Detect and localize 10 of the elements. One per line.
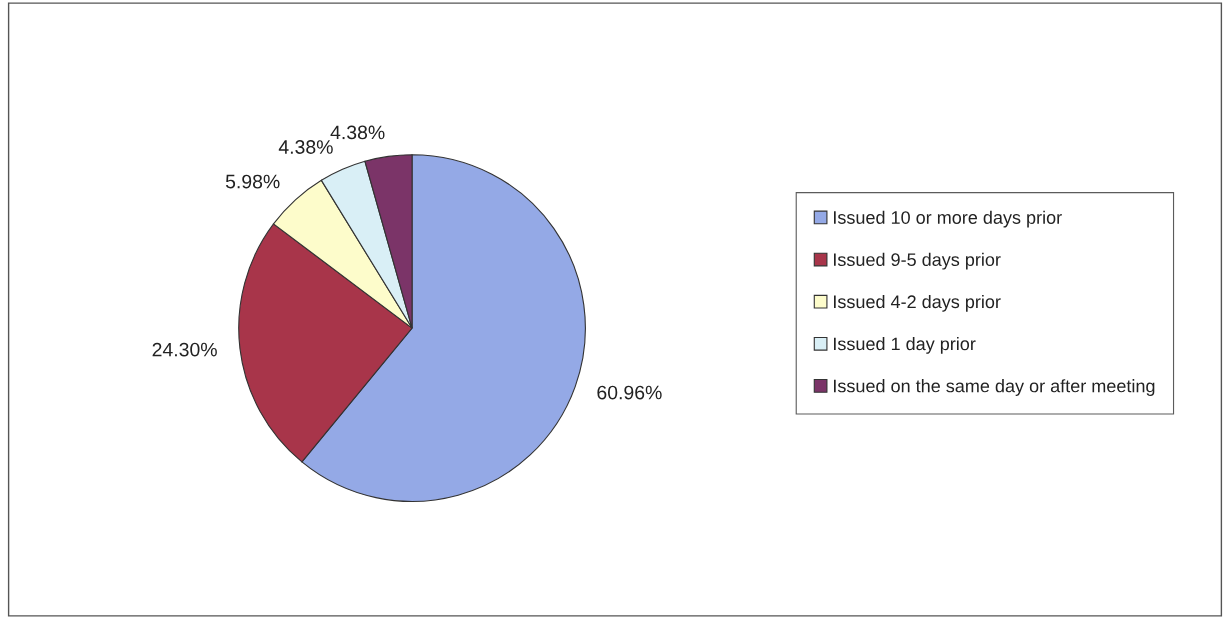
data-label: 4.38% xyxy=(330,125,385,140)
legend-label: Issued 4-2 days prior xyxy=(834,294,1001,312)
legend-label: Issued 10 or more days prior xyxy=(834,210,1062,228)
data-label: 24.30% xyxy=(152,342,217,357)
legend-label: Issued on the same day or after meeting xyxy=(834,379,1155,396)
legend-label: Issued 9-5 days prior xyxy=(834,252,1001,270)
data-label: 60.96% xyxy=(597,385,662,400)
data-label: 4.38% xyxy=(278,140,333,154)
data-label: 5.98% xyxy=(225,174,280,189)
legend-label: Issued 1 day prior xyxy=(834,337,976,354)
